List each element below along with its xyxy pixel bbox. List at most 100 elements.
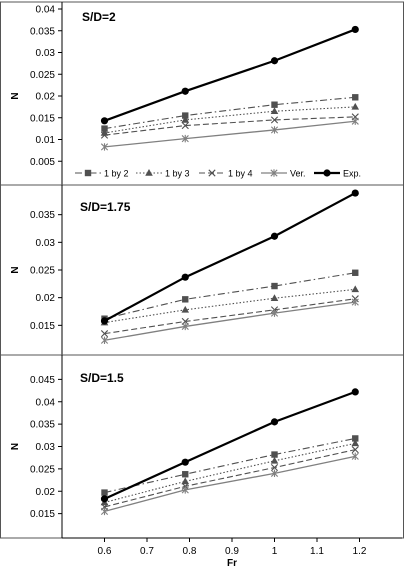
y-tick-label: 0.015	[30, 509, 55, 520]
data-point	[181, 322, 189, 331]
panel-3: 0.015 0.02 0.025 0.03 0.035 0.04 0.045 N S/D=1.5…	[0, 354, 404, 569]
data-point	[270, 469, 279, 478]
series-line	[104, 120, 356, 148]
series-line	[104, 390, 356, 500]
data-point	[100, 330, 109, 338]
y-tick-label: 0.04	[36, 397, 56, 408]
data-point	[351, 102, 360, 110]
series-line	[104, 28, 356, 122]
data-point	[181, 477, 190, 485]
series-line	[104, 96, 356, 130]
x-tick-label: 1.2	[353, 546, 367, 557]
x-tick-label: 0.8	[183, 546, 197, 557]
data-point	[181, 486, 189, 494]
y-tick-label: 0.02	[36, 293, 56, 304]
data-point	[181, 115, 190, 123]
panel-1: 0.005 0.01 0.015 0.02 0.025 0.03 0.035 0.04 N S/D…	[10, 2, 361, 185]
data-point	[270, 232, 279, 240]
series-line	[104, 442, 356, 503]
data-point	[271, 451, 278, 458]
y-tick-label: 0.045	[30, 375, 55, 386]
legend-marker	[323, 169, 331, 177]
series-line	[104, 298, 356, 335]
y-axis-label: N	[10, 92, 21, 99]
series-line	[104, 455, 356, 513]
series-1-by-3	[100, 439, 360, 506]
y-tick-label: 0.025	[30, 70, 55, 81]
data-point	[271, 282, 278, 290]
data-point	[270, 107, 279, 115]
x-tick-label: 0.7	[140, 546, 154, 557]
data-point	[181, 121, 189, 130]
legend-marker	[270, 169, 278, 177]
data-point	[351, 298, 359, 306]
data-point	[351, 117, 359, 125]
data-point	[351, 285, 360, 293]
data-point	[181, 305, 190, 313]
data-point	[270, 294, 279, 302]
series-1-by-2	[101, 269, 359, 322]
series-line	[104, 288, 356, 324]
data-point	[352, 94, 359, 101]
data-point	[101, 489, 108, 496]
series-exp-	[100, 25, 359, 125]
y-tick-label: 0.005	[30, 157, 55, 168]
series-1-by-2	[101, 435, 359, 496]
data-point	[270, 126, 279, 134]
series-line	[104, 301, 356, 341]
series-line	[104, 449, 356, 508]
legend-label: Exp.	[343, 169, 361, 179]
data-point	[270, 418, 279, 426]
data-point	[270, 456, 279, 464]
data-point	[270, 116, 279, 124]
y-tick-label: 0.03	[36, 48, 56, 59]
x-tick-label: 0.9	[225, 546, 239, 557]
series-1-by-4	[100, 446, 359, 511]
series-1-by-4	[100, 113, 359, 139]
panel-title: S/D=2	[82, 10, 116, 24]
data-point	[271, 101, 278, 108]
series-exp-	[100, 388, 359, 503]
data-point	[351, 25, 359, 34]
legend-marker	[208, 169, 216, 177]
legend-marker	[84, 169, 92, 177]
data-point	[100, 143, 109, 151]
data-point	[182, 471, 189, 478]
series-line	[104, 116, 356, 136]
data-point	[100, 495, 109, 503]
y-tick-label: 0.01	[36, 135, 56, 146]
data-point	[100, 117, 109, 125]
data-point	[270, 463, 279, 472]
y-axis-label: N	[10, 266, 21, 273]
data-point	[100, 131, 109, 139]
y-tick-label: 0.02	[36, 92, 56, 103]
data-point	[181, 87, 189, 95]
y-axis-label: N	[10, 443, 21, 450]
data-point	[270, 57, 279, 65]
series-exp-	[100, 189, 359, 325]
y-tick-label: 0.025	[30, 464, 55, 475]
x-tick-label: 0.6	[98, 546, 112, 557]
panel-title: S/D=1.5	[80, 371, 124, 385]
panel-2: 0.015 0.02 0.025 0.03 0.035 N S/D=1.75	[0, 184, 404, 355]
data-point	[100, 317, 109, 325]
series-line	[103, 192, 356, 322]
data-point	[100, 336, 109, 344]
legend-label: 1 by 4	[228, 169, 253, 179]
data-point	[270, 309, 279, 317]
series-ver-	[100, 117, 359, 151]
series-line	[104, 437, 356, 494]
series-1-by-3	[100, 102, 360, 136]
data-point	[351, 388, 359, 396]
data-point	[352, 435, 359, 442]
data-point	[351, 439, 360, 447]
legend-label: Ver.	[290, 169, 306, 179]
data-point	[181, 458, 189, 466]
data-point	[351, 189, 359, 197]
data-point	[182, 296, 189, 303]
y-tick-label: 0.03	[36, 238, 56, 249]
series-line	[104, 106, 356, 134]
panel-title: S/D=1.75	[80, 200, 131, 214]
